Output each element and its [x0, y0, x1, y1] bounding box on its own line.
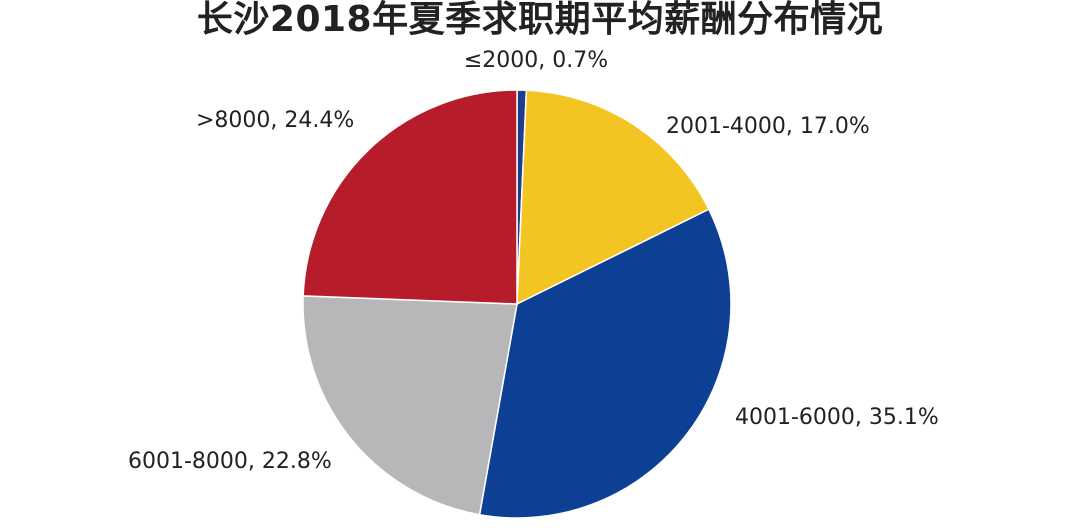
pie-label-5: >8000, 24.4% [196, 108, 354, 133]
pie-slice-3 [478, 208, 732, 519]
pie-slice-4 [302, 295, 518, 516]
pie-label-1: ≤2000, 0.7% [464, 48, 608, 73]
pie-slice-2 [516, 89, 710, 306]
pie-label-2: 2001-4000, 17.0% [666, 114, 870, 139]
pie-label-4: 6001-8000, 22.8% [128, 449, 332, 474]
chart-title: 长沙2018年夏季求职期平均薪酬分布情况 [196, 0, 884, 40]
pie-slices [302, 89, 732, 519]
pie-label-3: 4001-6000, 35.1% [735, 405, 939, 430]
pie-labels: ≤2000, 0.7% 2001-4000, 17.0% 4001-6000, 35… [128, 48, 939, 474]
pie-slice-5 [302, 89, 518, 305]
